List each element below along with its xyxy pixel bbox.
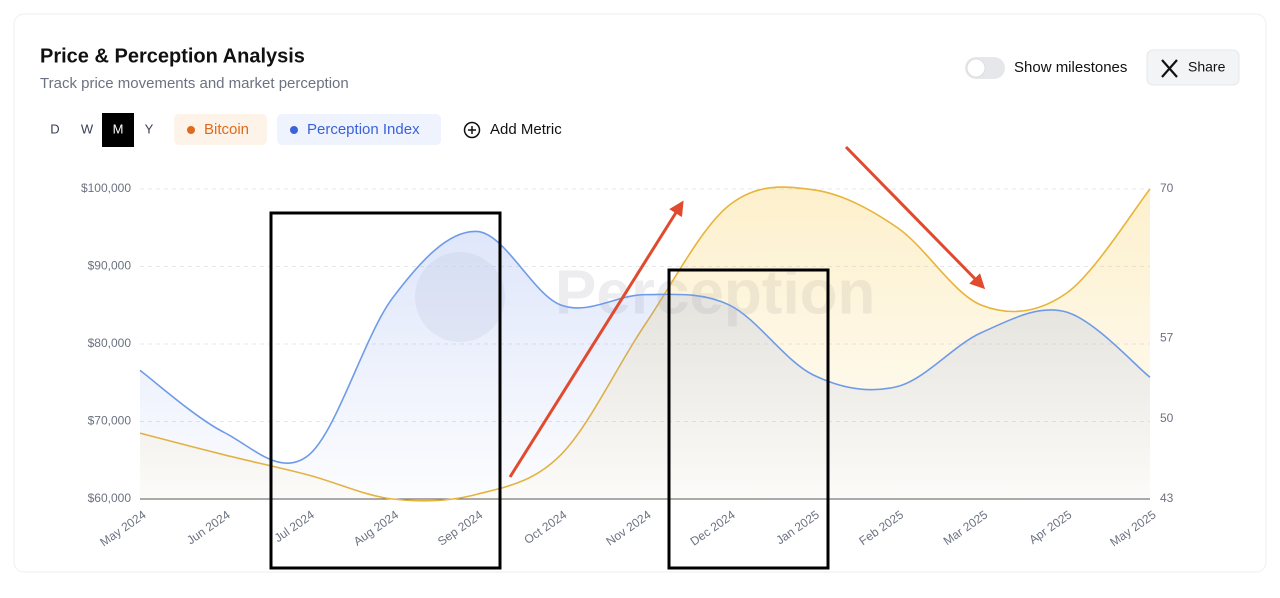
legend-label: Perception Index xyxy=(307,121,420,138)
legend-label: Bitcoin xyxy=(204,121,249,138)
highlight-box xyxy=(269,211,502,570)
plus-icon xyxy=(468,126,476,134)
legend-dot xyxy=(290,126,298,134)
y-tick-label: $90,000 xyxy=(88,259,132,273)
legend-chip[interactable] xyxy=(174,114,267,145)
period-button[interactable]: Y xyxy=(145,121,154,136)
line xyxy=(139,230,1151,464)
subtitle: Track price movements and market percept… xyxy=(40,75,349,92)
y2-tick-label: 70 xyxy=(1160,181,1174,195)
y2-tick-label: 50 xyxy=(1160,411,1174,425)
add-metric-button[interactable]: Add Metric xyxy=(463,121,563,139)
legend-chip[interactable] xyxy=(277,114,441,145)
y-tick-label: $100,000 xyxy=(81,181,131,195)
y-tick-label: $80,000 xyxy=(88,336,132,350)
period-button[interactable]: M xyxy=(113,121,124,136)
arrow xyxy=(844,145,986,290)
x-logo xyxy=(1161,59,1178,78)
milestones-label: Show milestones xyxy=(1014,59,1127,76)
y2-tick-label: 43 xyxy=(1160,491,1174,505)
y-tick-label: $60,000 xyxy=(88,491,132,505)
y2-tick-label: 57 xyxy=(1160,330,1174,344)
legend-dot xyxy=(187,126,195,134)
plus-icon xyxy=(463,121,481,139)
highlight-box xyxy=(667,268,830,570)
title: Price & Perception Analysis xyxy=(40,45,305,67)
arrow xyxy=(508,200,684,478)
share-label: Share xyxy=(1188,59,1226,75)
add-metric: Add Metric xyxy=(490,121,562,138)
share-button[interactable] xyxy=(1146,49,1240,86)
period-button[interactable]: D xyxy=(50,121,59,136)
period-active xyxy=(102,113,134,147)
toggle-knob xyxy=(966,58,986,78)
period-button[interactable]: W xyxy=(81,121,94,136)
y-tick-label: $70,000 xyxy=(88,414,132,428)
